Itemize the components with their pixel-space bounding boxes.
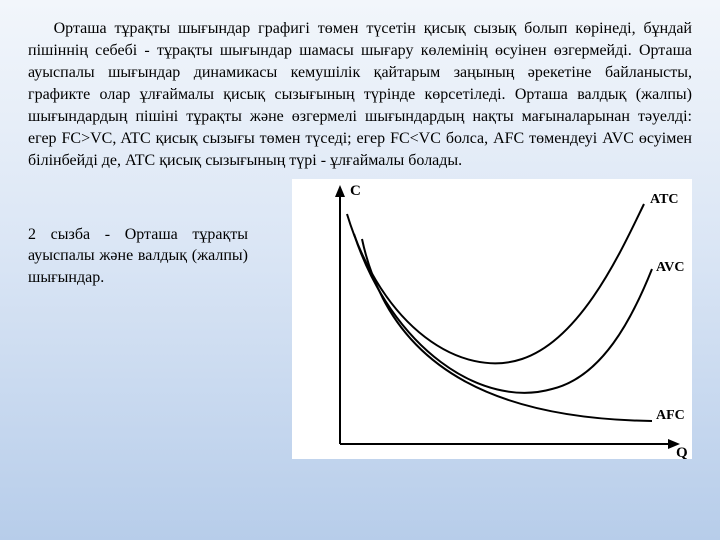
- figure-caption: 2 сызба - Орташа тұрақты ауыспалы және в…: [28, 224, 258, 289]
- cost-curves-chart: C Q ATC AVC AFC: [292, 179, 692, 459]
- atc-label: ATC: [650, 192, 679, 207]
- lower-row: 2 сызба - Орташа тұрақты ауыспалы және в…: [28, 179, 692, 459]
- avc-label: AVC: [656, 260, 685, 275]
- y-axis-label: C: [350, 183, 361, 199]
- body-paragraph: Орташа тұрақты шығындар графигі төмен тү…: [28, 18, 692, 173]
- chart-bg: [292, 179, 692, 459]
- chart-container: C Q ATC AVC AFC: [258, 179, 692, 459]
- afc-label: AFC: [656, 408, 685, 423]
- x-axis-label: Q: [676, 445, 688, 459]
